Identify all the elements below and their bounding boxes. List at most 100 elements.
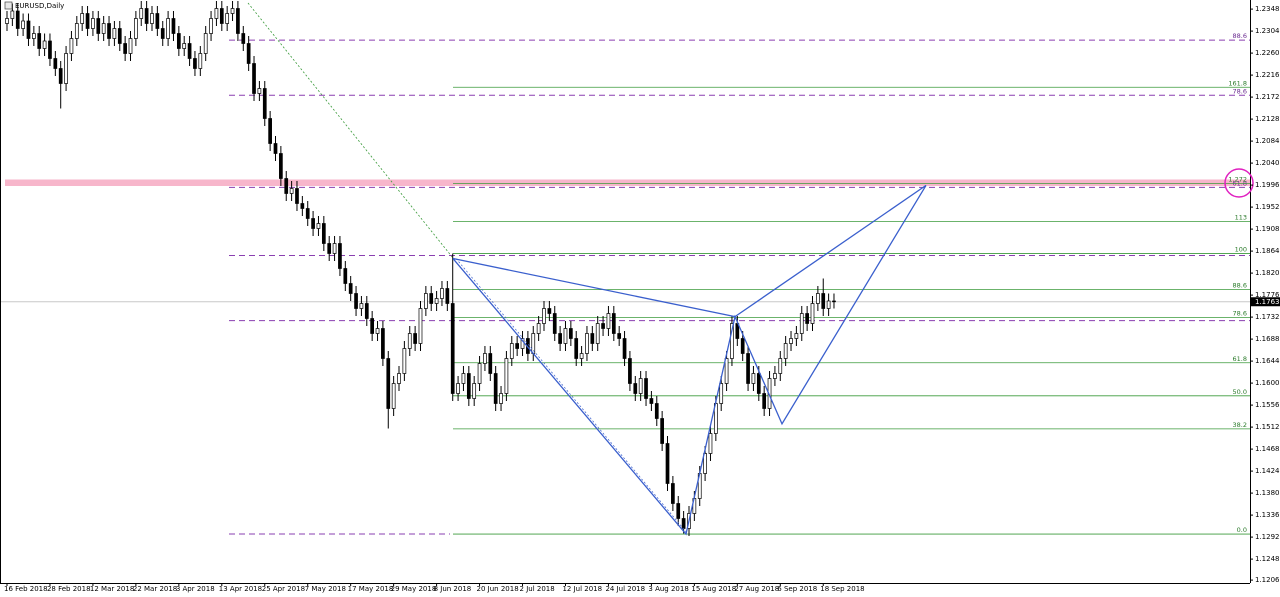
candle-body <box>601 323 605 329</box>
candle-body <box>660 418 664 444</box>
candle-body <box>595 323 600 344</box>
candle-body <box>445 288 450 304</box>
candle-body <box>654 403 659 419</box>
candle-body <box>48 40 52 59</box>
candle-body <box>783 343 788 359</box>
candle-body <box>756 373 761 394</box>
candle-body <box>295 188 299 204</box>
candle-body <box>617 333 622 339</box>
extension-label: 38.2 <box>1233 421 1247 429</box>
plot: 88.678.661.8161.81.27211310088.678.661.8… <box>0 0 1250 536</box>
candle-body <box>53 58 58 69</box>
candle-body <box>515 343 520 349</box>
pattern-xa-dashed <box>455 258 689 535</box>
candle-body <box>499 393 503 404</box>
candle-body <box>568 328 573 339</box>
x-tick-label: 12 Jul 2018 <box>562 585 602 593</box>
candle-body <box>381 328 385 359</box>
x-tick-label: 18 Sep 2018 <box>820 585 864 593</box>
candle-body <box>26 20 31 39</box>
candle-body <box>58 68 63 84</box>
candle-body <box>327 243 332 254</box>
candle-body <box>402 348 407 374</box>
x-tick-label: 24 Jul 2018 <box>605 585 645 593</box>
candle-body <box>101 23 106 34</box>
y-tick-label: 1.15128 <box>1255 423 1280 431</box>
candle-body <box>284 178 289 194</box>
x-tick-label: 3 Aug 2018 <box>648 585 688 593</box>
candle-body <box>134 18 138 39</box>
candle-body <box>69 38 74 54</box>
candle-body <box>590 333 595 344</box>
candle-body <box>203 33 208 54</box>
y-tick-label: 1.18208 <box>1255 269 1280 277</box>
candle-body <box>724 358 729 384</box>
x-tick-label: 16 Feb 2018 <box>4 585 48 593</box>
extension-label: 161.8 <box>1228 79 1247 87</box>
y-tick-label: 1.22608 <box>1255 49 1280 57</box>
candle-body <box>773 373 777 379</box>
y-tick-label: 1.14688 <box>1255 445 1280 453</box>
y-tick-label: 1.19968 <box>1255 181 1280 189</box>
x-tick-label: 17 May 2018 <box>348 585 394 593</box>
x-tick-label: 29 May 2018 <box>391 585 437 593</box>
candle-body <box>606 313 611 329</box>
candle-body <box>826 300 831 309</box>
candle-body <box>80 13 85 24</box>
symbol-icon <box>4 1 13 10</box>
candle-body <box>150 13 154 24</box>
extension-label: 61.8 <box>1233 355 1247 363</box>
candle-body <box>348 283 353 294</box>
candle-body <box>665 443 670 484</box>
extension-label: 113 <box>1235 214 1247 222</box>
candle-body <box>832 300 836 303</box>
x-tick-label: 7 May 2018 <box>305 585 346 593</box>
candle-body <box>289 188 294 194</box>
candle-body <box>649 398 654 404</box>
candle-body <box>816 293 820 304</box>
current-price-box <box>1250 297 1280 307</box>
candle-body <box>321 223 326 244</box>
trend-line <box>247 2 454 259</box>
candle-body <box>730 323 734 359</box>
y-tick-label: 1.15568 <box>1255 401 1280 409</box>
candle-body <box>112 28 117 39</box>
candle-body <box>429 293 434 304</box>
candle-body <box>547 308 552 314</box>
y-tick-label: 1.20408 <box>1255 159 1280 167</box>
candle-body <box>262 88 267 119</box>
candle-body <box>332 243 337 254</box>
candle-body <box>778 358 783 374</box>
candle-body <box>509 343 514 359</box>
candle-body <box>354 293 358 309</box>
extension-label: 78.6 <box>1233 310 1247 318</box>
candle-body <box>375 328 380 334</box>
candle-body <box>434 298 439 304</box>
candle-body <box>676 503 681 519</box>
y-tick-label: 1.16448 <box>1255 357 1280 365</box>
candle-body <box>413 333 417 344</box>
candle-body <box>638 378 643 394</box>
candle-body <box>214 8 219 19</box>
candle-body <box>552 313 557 334</box>
extension-label: 100 <box>1235 246 1247 254</box>
y-tick-label: 1.16888 <box>1255 335 1280 343</box>
candle-body <box>193 58 197 69</box>
candle-body <box>209 18 213 34</box>
candle-body <box>424 293 428 309</box>
candle-body <box>810 303 815 324</box>
candle-body <box>64 53 68 84</box>
candle-body <box>542 308 546 324</box>
pattern-xb <box>452 257 736 318</box>
candle-body <box>257 88 262 94</box>
candle-body <box>558 333 562 344</box>
x-tick-label: 13 Apr 2018 <box>219 585 262 593</box>
retracement-label: 88.6 <box>1233 32 1247 40</box>
extension-label: 50.0 <box>1233 388 1247 396</box>
y-tick-label: 1.13808 <box>1255 489 1280 497</box>
x-tick-label: 20 Jun 2018 <box>477 585 519 593</box>
zone <box>5 179 1250 186</box>
candle-body <box>252 63 256 94</box>
candle-body <box>160 28 165 39</box>
